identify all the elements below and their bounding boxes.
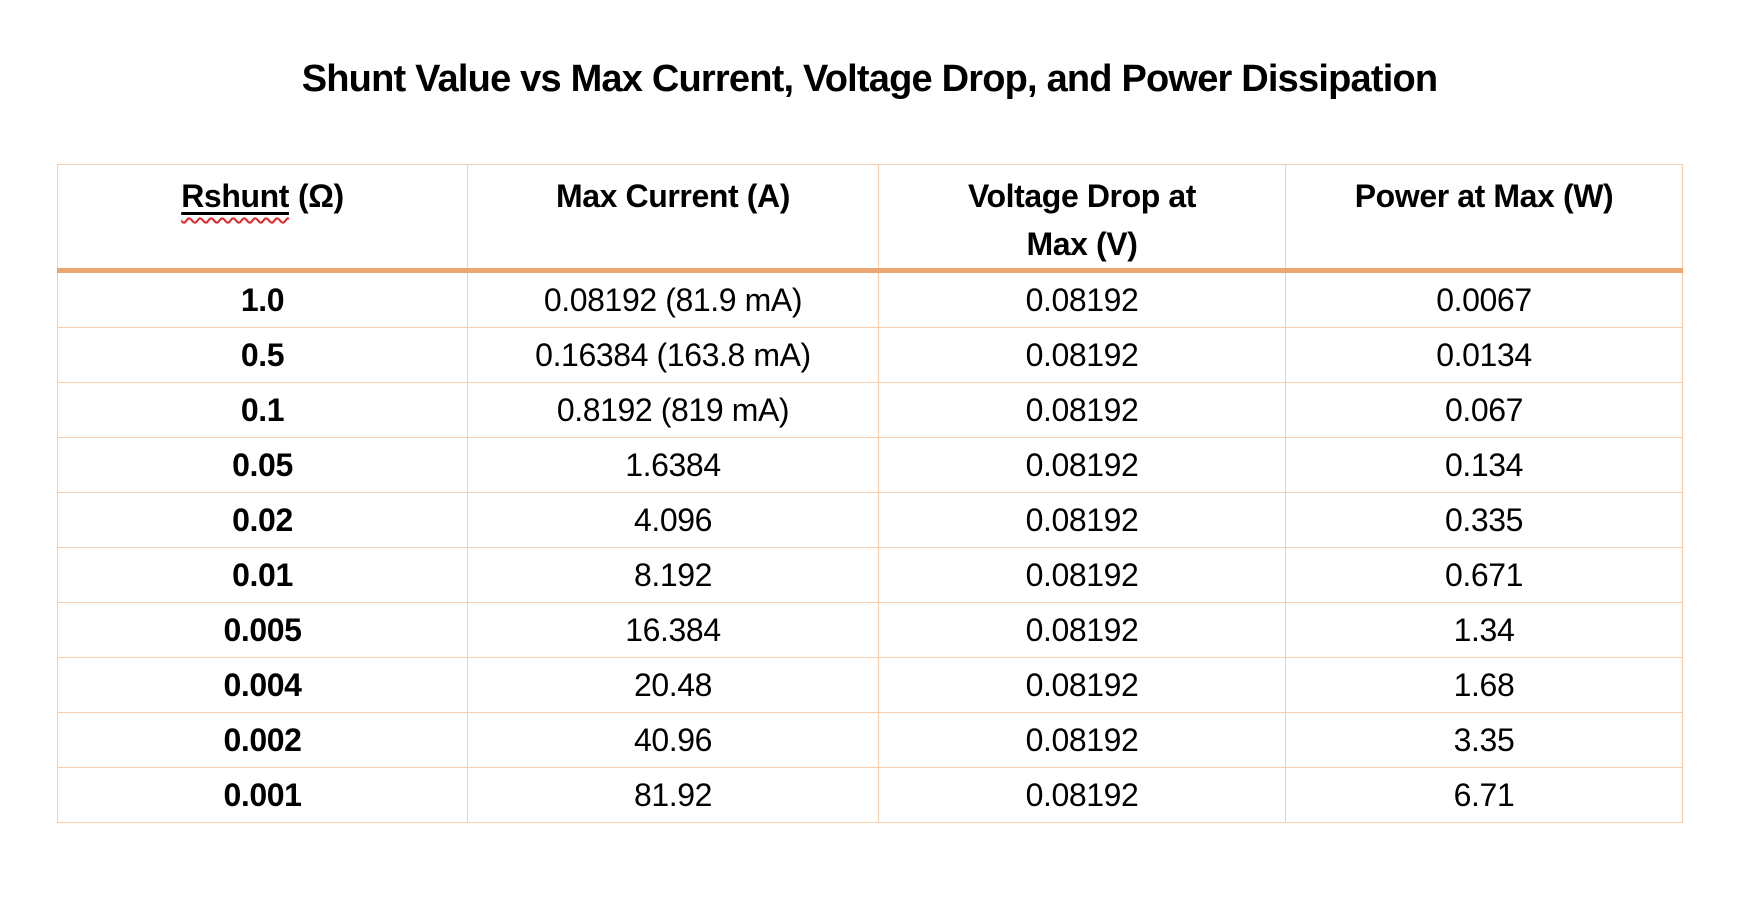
header-row: Rshunt (Ω) Max Current (A) Voltage Drop a… [57, 164, 1683, 273]
cell-rshunt: 0.01 [57, 547, 468, 603]
table-row: 0.002 40.96 0.08192 3.35 [57, 712, 1683, 768]
cell-rshunt: 1.0 [57, 270, 468, 328]
cell-rshunt: 0.05 [57, 437, 468, 493]
table-row: 0.1 0.8192 (819 mA) 0.08192 0.067 [57, 382, 1683, 438]
table-row: 0.01 8.192 0.08192 0.671 [57, 547, 1683, 603]
table-row: 0.5 0.16384 (163.8 mA) 0.08192 0.0134 [57, 327, 1683, 383]
cell-power: 3.35 [1285, 712, 1683, 768]
rshunt-underlined-word: Rshunt [181, 178, 289, 214]
cell-rshunt: 0.004 [57, 657, 468, 713]
cell-power: 0.067 [1285, 382, 1683, 438]
cell-max-current: 16.384 [467, 602, 879, 658]
cell-max-current: 0.16384 (163.8 mA) [467, 327, 879, 383]
cell-power: 6.71 [1285, 767, 1683, 823]
cell-voltage-drop: 0.08192 [878, 327, 1286, 383]
column-header-max-current: Max Current (A) [467, 164, 879, 273]
column-header-rshunt: Rshunt (Ω) [57, 164, 468, 273]
cell-power: 0.335 [1285, 492, 1683, 548]
cell-rshunt: 0.1 [57, 382, 468, 438]
cell-power: 0.0134 [1285, 327, 1683, 383]
cell-power: 0.134 [1285, 437, 1683, 493]
table-row: 0.02 4.096 0.08192 0.335 [57, 492, 1683, 548]
table-row: 0.001 81.92 0.08192 6.71 [57, 767, 1683, 823]
cell-max-current: 4.096 [467, 492, 879, 548]
column-header-voltage-drop: Voltage Drop at Max (V) [878, 164, 1286, 273]
cell-rshunt: 0.5 [57, 327, 468, 383]
page-title: Shunt Value vs Max Current, Voltage Drop… [301, 58, 1438, 100]
table-row: 0.004 20.48 0.08192 1.68 [57, 657, 1683, 713]
cell-max-current: 0.08192 (81.9 mA) [467, 270, 879, 328]
cell-max-current: 81.92 [467, 767, 879, 823]
cell-rshunt: 0.002 [57, 712, 468, 768]
table-row: 1.0 0.08192 (81.9 mA) 0.08192 0.0067 [57, 270, 1683, 328]
cell-rshunt: 0.02 [57, 492, 468, 548]
cell-power: 1.68 [1285, 657, 1683, 713]
cell-power: 1.34 [1285, 602, 1683, 658]
table-row: 0.005 16.384 0.08192 1.34 [57, 602, 1683, 658]
cell-voltage-drop: 0.08192 [878, 382, 1286, 438]
table-row: 0.05 1.6384 0.08192 0.134 [57, 437, 1683, 493]
cell-voltage-drop: 0.08192 [878, 712, 1286, 768]
cell-max-current: 40.96 [467, 712, 879, 768]
cell-voltage-drop: 0.08192 [878, 547, 1286, 603]
cell-power: 0.671 [1285, 547, 1683, 603]
cell-max-current: 0.8192 (819 mA) [467, 382, 879, 438]
cell-rshunt: 0.001 [57, 767, 468, 823]
column-header-power: Power at Max (W) [1285, 164, 1683, 273]
cell-power: 0.0067 [1285, 270, 1683, 328]
cell-voltage-drop: 0.08192 [878, 767, 1286, 823]
cell-voltage-drop: 0.08192 [878, 602, 1286, 658]
cell-voltage-drop: 0.08192 [878, 657, 1286, 713]
cell-voltage-drop: 0.08192 [878, 437, 1286, 493]
cell-voltage-drop: 0.08192 [878, 270, 1286, 328]
cell-max-current: 20.48 [467, 657, 879, 713]
cell-max-current: 8.192 [467, 547, 879, 603]
rshunt-unit-suffix: (Ω) [297, 178, 344, 214]
cell-rshunt: 0.005 [57, 602, 468, 658]
cell-voltage-drop: 0.08192 [878, 492, 1286, 548]
cell-max-current: 1.6384 [467, 437, 879, 493]
spellcheck-squiggle: Rshunt [181, 178, 290, 214]
shunt-table: Rshunt (Ω) Max Current (A) Voltage Drop a… [57, 164, 1683, 823]
